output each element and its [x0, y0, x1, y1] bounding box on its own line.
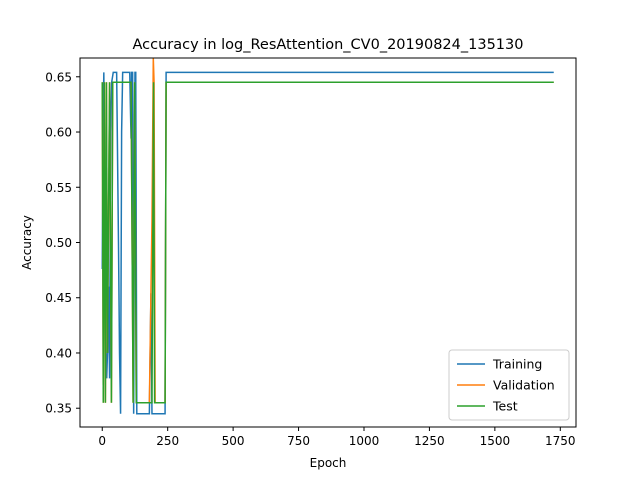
series-line-test [101, 81, 554, 404]
x-axis-label: Epoch [310, 456, 347, 470]
y-tick-label: 0.65 [45, 70, 72, 84]
x-tick-label: 750 [287, 434, 310, 448]
x-tick-label: 1750 [545, 434, 576, 448]
plot-frame [79, 57, 577, 428]
x-tick-label: 500 [222, 434, 245, 448]
legend-label-training: Training [492, 357, 542, 372]
y-tick-label: 0.45 [45, 291, 72, 305]
legend-label-validation: Validation [493, 378, 555, 393]
legend-box [448, 349, 570, 421]
y-tick-label: 0.55 [45, 181, 72, 195]
x-tick-label: 1250 [414, 434, 445, 448]
y-axis-label: Accuracy [20, 215, 34, 270]
x-tick-label: 1500 [480, 434, 511, 448]
legend: Training Validation Test [448, 349, 570, 421]
y-tick-label: 0.50 [45, 236, 72, 250]
series-layer [101, 57, 554, 415]
legend-label-test: Test [492, 399, 518, 414]
chart-title: Accuracy in log_ResAttention_CV0_2019082… [133, 37, 524, 53]
x-tick-label: 250 [156, 434, 179, 448]
x-tick-label: 0 [98, 434, 106, 448]
ticks-layer: 0 250 500 750 1000 1250 1500 1750 0.35 0.40 0.45 0.… [45, 70, 575, 448]
y-tick-label: 0.60 [45, 126, 72, 140]
x-tick-label: 1000 [349, 434, 380, 448]
y-tick-label: 0.35 [45, 402, 72, 416]
y-tick-label: 0.40 [45, 346, 72, 360]
